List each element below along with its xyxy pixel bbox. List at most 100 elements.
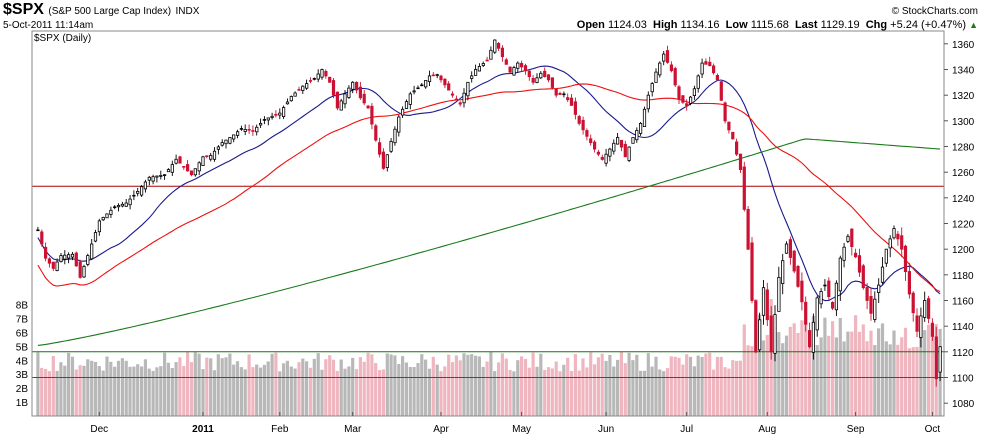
volume-bar [378,370,382,416]
volume-bar [750,346,754,416]
candle [44,242,48,262]
volume-bar [408,366,412,416]
candle [750,237,754,304]
candle [354,81,359,94]
candle [539,71,543,80]
volume-bar [228,353,232,416]
volume-bar [646,353,650,416]
volume-bar [328,355,332,416]
candle [773,305,777,362]
candle [212,147,217,162]
candle [209,152,213,162]
candle [880,257,885,285]
candle [450,91,455,98]
price-tick-label: 1260 [952,168,975,179]
volume-bar [520,356,524,416]
candle [105,213,109,219]
volume-tick-label: 1B [16,398,29,409]
timestamp: 5-Oct-2011 11:14am [3,20,94,31]
date-tick-label: Oct [925,424,941,435]
candle [516,61,520,73]
volume-tick-label: 7B [16,315,29,326]
candle [63,250,67,265]
volume-bar [374,363,378,416]
candle [335,91,340,111]
candle [316,69,320,83]
candle [708,56,712,67]
date-tick-label: Apr [433,424,449,435]
volume-bar [362,361,366,416]
candle [742,161,746,212]
volume-bar [324,359,328,416]
volume-tick-label: 6B [16,328,29,339]
candle [59,253,63,263]
volume-bar [719,356,723,416]
volume-bar [662,371,666,416]
volume-bar [389,354,393,416]
candle [147,175,151,186]
candle [481,61,485,68]
volume-bar [742,324,746,416]
quote-summary: Open 1124.03 High 1134.16 Low 1115.68 La… [577,19,978,31]
up-arrow-icon: ▲ [969,20,978,30]
volume-bar [566,357,570,416]
volume-bar [539,353,543,416]
volume-tick-label: 2B [16,384,29,395]
candle [903,244,908,281]
exchange-label: INDX [175,6,200,17]
candle [420,83,424,87]
volume-bar [727,368,731,416]
candle [339,98,343,111]
volume-bar [224,357,228,416]
candle [90,239,94,261]
volume-bar [723,367,727,416]
volume-bar [63,365,67,416]
candle [846,234,850,244]
volume-bar [232,364,236,416]
volume-bar [758,314,762,416]
volume-bar [903,327,908,416]
price-tick-label: 1100 [952,374,974,385]
candle [850,228,854,256]
candle [915,308,919,338]
volume-tick-label: 4B [16,356,29,367]
candle [535,73,539,84]
candle [466,81,470,101]
candle [55,258,59,272]
candle [36,226,40,232]
candle [566,93,570,102]
low-label: Low [725,19,748,31]
candle [308,77,313,84]
volume-bar [216,354,220,416]
volume-bar [485,361,489,416]
low-value: 1115.68 [750,19,789,31]
volume-bar [784,335,789,416]
candle [251,125,255,136]
brand-label: © StockCharts.com [891,6,978,17]
candle [97,218,101,236]
volume-bar [401,356,405,416]
candle [320,68,324,80]
candle [239,125,243,131]
volume-bar [884,341,888,416]
volume-bar [704,353,708,416]
volume-bar [466,354,470,416]
candle [328,76,332,83]
volume-bar [343,368,347,416]
volume-bar [489,352,493,416]
chg-value: +5.24 (+0.47%) [890,19,967,31]
volume-bar [82,365,86,416]
candle [281,105,286,120]
volume-bar [665,368,670,416]
candle [205,155,209,159]
price-tick-label: 1180 [952,271,974,282]
volume-bar [435,364,439,416]
candle [769,306,773,360]
open-label: Open [576,19,605,31]
volume-bar [804,322,808,416]
volume-bar [911,347,915,416]
candle [704,58,708,65]
volume-bar [101,370,105,416]
volume-bar [930,321,934,416]
candle [462,88,466,108]
